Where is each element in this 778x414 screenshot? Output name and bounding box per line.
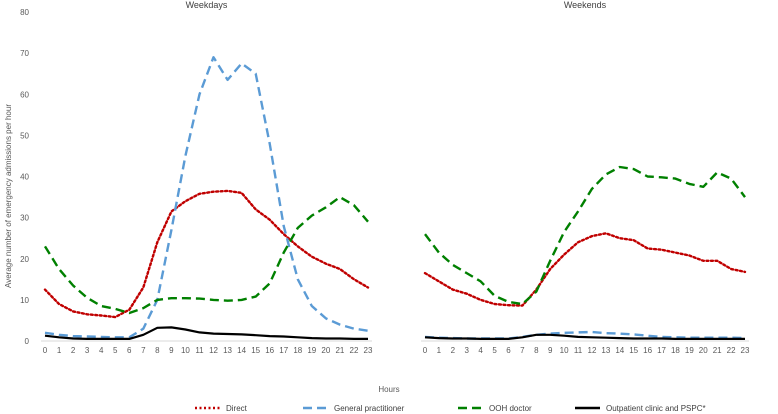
series-line-direct (423, 232, 747, 307)
x-tick-label: 18 (293, 346, 302, 355)
y-tick-label: 10 (20, 296, 29, 305)
series-line-direct (43, 189, 370, 319)
x-tick-label: 20 (699, 346, 708, 355)
legend-label: General practitioner (334, 404, 405, 413)
x-tick-label: 4 (478, 346, 483, 355)
x-tick-label: 17 (657, 346, 666, 355)
x-tick-label: 19 (685, 346, 694, 355)
y-tick-label: 60 (20, 90, 29, 99)
x-tick-label: 15 (629, 346, 638, 355)
y-tick-label: 20 (20, 255, 29, 264)
x-tick-label: 7 (520, 346, 525, 355)
y-tick-label: 70 (20, 49, 29, 58)
x-tick-label: 22 (727, 346, 736, 355)
series-line-ooh-doctor (43, 195, 369, 315)
x-tick-label: 2 (71, 346, 76, 355)
x-tick-label: 13 (223, 346, 232, 355)
x-tick-label: 19 (307, 346, 316, 355)
legend-label: Outpatient clinic and PSPC* (606, 404, 706, 413)
x-tick-label: 21 (335, 346, 344, 355)
y-tick-label: 80 (20, 8, 29, 17)
series-line-outpatient-clinic-and-pspc (44, 326, 368, 340)
x-tick-label: 16 (265, 346, 274, 355)
x-tick-label: 23 (741, 346, 750, 355)
x-tick-label: 6 (506, 346, 511, 355)
x-tick-label: 3 (465, 346, 470, 355)
x-axis-label: Hours (378, 385, 399, 394)
x-tick-label: 8 (155, 346, 160, 355)
x-tick-label: 9 (169, 346, 174, 355)
x-tick-label: 10 (181, 346, 190, 355)
series-line-ooh-doctor (424, 165, 746, 306)
x-tick-label: 14 (615, 346, 624, 355)
x-tick-label: 11 (195, 346, 204, 355)
panel-title: Weekdays (186, 0, 228, 10)
x-tick-label: 7 (141, 346, 146, 355)
x-tick-label: 15 (251, 346, 260, 355)
x-tick-label: 0 (423, 346, 428, 355)
x-tick-label: 13 (601, 346, 610, 355)
x-tick-label: 23 (364, 346, 373, 355)
x-tick-label: 1 (57, 346, 62, 355)
x-tick-label: 4 (99, 346, 104, 355)
x-tick-label: 0 (43, 346, 48, 355)
x-tick-label: 21 (713, 346, 722, 355)
y-axis-label: Average number of emergency admissions p… (4, 104, 13, 288)
y-tick-label: 30 (20, 214, 29, 223)
x-tick-label: 22 (350, 346, 359, 355)
panel-title: Weekends (564, 0, 607, 10)
series-line-general-practitioner (424, 330, 746, 340)
series-line-outpatient-clinic-and-pspc (424, 333, 745, 340)
x-tick-label: 11 (574, 346, 583, 355)
x-tick-label: 20 (321, 346, 330, 355)
x-tick-label: 6 (127, 346, 132, 355)
x-tick-label: 10 (560, 346, 569, 355)
chart-legend: Direct General practitioner OOH doctor Outp… (195, 404, 706, 413)
x-tick-label: 12 (209, 346, 218, 355)
x-tick-label: 18 (671, 346, 680, 355)
y-tick-label: 50 (20, 131, 29, 140)
x-tick-label: 14 (237, 346, 246, 355)
x-tick-label: 12 (588, 346, 597, 355)
y-tick-label: 0 (25, 337, 30, 346)
x-tick-label: 9 (548, 346, 553, 355)
x-tick-label: 2 (451, 346, 456, 355)
x-tick-label: 1 (437, 346, 442, 355)
y-axis-ticks: 0 10 20 30 40 50 60 70 80 (20, 8, 29, 346)
x-tick-label: 5 (113, 346, 118, 355)
x-tick-label: 17 (279, 346, 288, 355)
x-tick-label: 8 (534, 346, 539, 355)
x-tick-label: 3 (85, 346, 90, 355)
x-tick-label: 5 (492, 346, 497, 355)
legend-label: Direct (226, 404, 248, 413)
series-line-general-practitioner (44, 56, 369, 339)
x-tick-label: 16 (643, 346, 652, 355)
y-tick-label: 40 (20, 173, 29, 182)
legend-label: OOH doctor (489, 404, 532, 413)
